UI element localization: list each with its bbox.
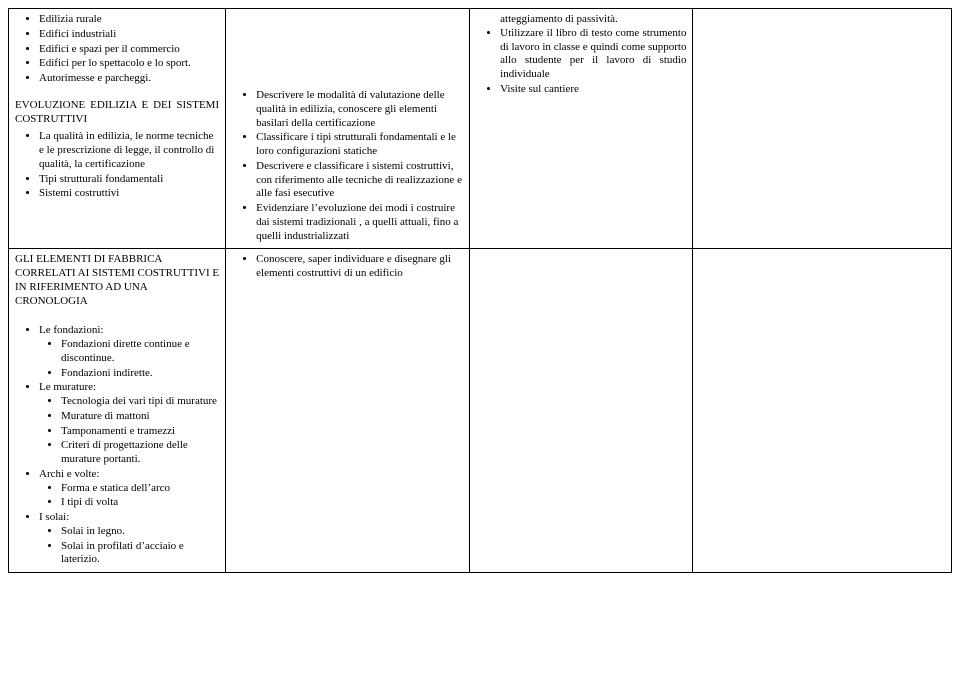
list-item: Classificare i tipi strutturali fondamen… xyxy=(256,131,463,159)
list-item-text: Murature di mattoni xyxy=(61,410,150,422)
list-item-text: La qualità in edilizia, le norme tecnich… xyxy=(39,130,214,170)
list-item: Edifici e spazi per il commercio xyxy=(39,43,219,57)
list-item: Forma e statica dell’arco xyxy=(61,482,219,496)
list-item: Descrivere e classificare i sistemi cost… xyxy=(256,160,463,201)
intro-line: atteggiamento di passività. xyxy=(476,13,686,27)
list-item: Autorimesse e parcheggi. xyxy=(39,72,219,86)
list-item: Visite sul cantiere xyxy=(500,83,686,97)
list-item-text: Archi e volte: xyxy=(39,468,99,480)
cell-r2c2: Conoscere, saper individuare e disegnare… xyxy=(226,249,470,573)
list-item: Evidenziare l’evoluzione dei modi i cost… xyxy=(256,202,463,243)
list-item: Fondazioni dirette continue e discontinu… xyxy=(61,338,219,366)
list-item-text: Tecnologia dei vari tipi di murature xyxy=(61,395,217,407)
list-item-text: Edilizia rurale xyxy=(39,13,102,25)
list-item-text: Le murature: xyxy=(39,381,96,393)
table-row: Edilizia rurale Edifici industriali Edif… xyxy=(9,9,952,249)
list-item: I tipi di volta xyxy=(61,496,219,510)
list-item: Criteri di progettazione delle murature … xyxy=(61,439,219,467)
outer-list: Le fondazioni: Fondazioni dirette contin… xyxy=(15,324,219,567)
list-item: Tecnologia dei vari tipi di murature xyxy=(61,395,219,409)
list-item: Tipi strutturali fondamentali xyxy=(39,173,219,187)
list-item: Le murature: Tecnologia dei vari tipi di… xyxy=(39,381,219,467)
objective-list: Descrivere le modalità di valutazione de… xyxy=(232,89,463,243)
curriculum-table: Edilizia rurale Edifici industriali Edif… xyxy=(8,8,952,573)
list-item-text: Utilizzare il libro di testo come strume… xyxy=(500,27,686,80)
list-item: Le fondazioni: Fondazioni dirette contin… xyxy=(39,324,219,380)
list-item: Solai in profilati d’acciaio e laterizio… xyxy=(61,540,219,568)
method-list: Utilizzare il libro di testo come strume… xyxy=(476,27,686,97)
list-item-text: Edifici e spazi per il commercio xyxy=(39,43,180,55)
list-item: Conoscere, saper individuare e disegnare… xyxy=(256,253,463,281)
list-item-text: Evidenziare l’evoluzione dei modi i cost… xyxy=(256,202,458,242)
list-item-text: Tamponamenti e tramezzi xyxy=(61,425,175,437)
list-item-text: Fondazioni indirette. xyxy=(61,367,153,379)
section-title: EVOLUZIONE EDILIZIA E DEI SISTEMI COSTRU… xyxy=(15,99,219,127)
table-row: GLI ELEMENTI DI FABBRICA CORRELATI AI SI… xyxy=(9,249,952,573)
list-item-text: I tipi di volta xyxy=(61,496,118,508)
list-item: Fondazioni indirette. xyxy=(61,367,219,381)
list-item-text: Solai in legno. xyxy=(61,525,125,537)
nested-list: Solai in legno. Solai in profilati d’acc… xyxy=(39,525,219,567)
list-item-text: Sistemi costruttivi xyxy=(39,187,119,199)
list-item-text: Forma e statica dell’arco xyxy=(61,482,170,494)
list-item: Murature di mattoni xyxy=(61,410,219,424)
cell-r2c4 xyxy=(693,249,933,573)
list-item-text: Visite sul cantiere xyxy=(500,83,579,95)
cell-r1c1: Edilizia rurale Edifici industriali Edif… xyxy=(9,9,226,249)
list-item-text: Autorimesse e parcheggi. xyxy=(39,72,151,84)
nested-list: Tecnologia dei vari tipi di murature Mur… xyxy=(39,395,219,467)
list-item: Sistemi costruttivi xyxy=(39,187,219,201)
list-item-text: Solai in profilati d’acciaio e laterizio… xyxy=(61,540,184,566)
list-item-text: I solai: xyxy=(39,511,69,523)
objective-list: Conoscere, saper individuare e disegnare… xyxy=(232,253,463,281)
list-item-text: Fondazioni dirette continue e discontinu… xyxy=(61,338,190,364)
cell-r1c5 xyxy=(933,9,952,249)
nested-list: Forma e statica dell’arco I tipi di volt… xyxy=(39,482,219,511)
list-item: Tamponamenti e tramezzi xyxy=(61,425,219,439)
list-item-text: Le fondazioni: xyxy=(39,324,103,336)
list-item: Edilizia rurale xyxy=(39,13,219,27)
list-item: Descrivere le modalità di valutazione de… xyxy=(256,89,463,130)
list-item-text: Conoscere, saper individuare e disegnare… xyxy=(256,253,451,279)
list-item: Archi e volte: Forma e statica dell’arco… xyxy=(39,468,219,510)
list-item: La qualità in edilizia, le norme tecnich… xyxy=(39,130,219,171)
list-item: Solai in legno. xyxy=(61,525,219,539)
cell-r2c1: GLI ELEMENTI DI FABBRICA CORRELATI AI SI… xyxy=(9,249,226,573)
list-item: I solai: Solai in legno. Solai in profil… xyxy=(39,511,219,567)
nested-list: Fondazioni dirette continue e discontinu… xyxy=(39,338,219,380)
section-title: GLI ELEMENTI DI FABBRICA CORRELATI AI SI… xyxy=(15,253,219,308)
list-item: Edifici industriali xyxy=(39,28,219,42)
list-item: Edifici per lo spettacolo e lo sport. xyxy=(39,57,219,71)
cell-r2c3 xyxy=(470,249,693,573)
list-item-text: Edifici industriali xyxy=(39,28,116,40)
list-item: Utilizzare il libro di testo come strume… xyxy=(500,27,686,82)
list-item-text: Classificare i tipi strutturali fondamen… xyxy=(256,131,456,157)
topic-list: Edilizia rurale Edifici industriali Edif… xyxy=(15,13,219,86)
cell-r1c2: Descrivere le modalità di valutazione de… xyxy=(226,9,470,249)
cell-r1c4 xyxy=(693,9,933,249)
section-list: La qualità in edilizia, le norme tecnich… xyxy=(15,130,219,201)
cell-r1c3: atteggiamento di passività. Utilizzare i… xyxy=(470,9,693,249)
list-item-text: Tipi strutturali fondamentali xyxy=(39,173,163,185)
list-item-text: Descrivere le modalità di valutazione de… xyxy=(256,89,444,129)
cell-r2c5 xyxy=(933,249,952,573)
list-item-text: Descrivere e classificare i sistemi cost… xyxy=(256,160,462,200)
list-item-text: Edifici per lo spettacolo e lo sport. xyxy=(39,57,191,69)
list-item-text: Criteri di progettazione delle murature … xyxy=(61,439,188,465)
